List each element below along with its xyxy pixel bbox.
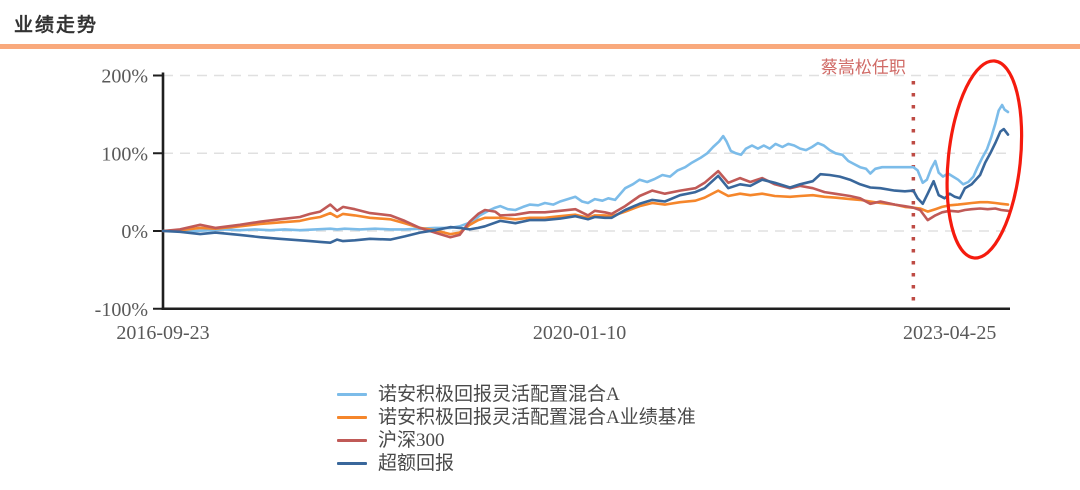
- page-title: 业绩走势: [14, 15, 99, 36]
- benchmark-line-swatch: [337, 416, 367, 419]
- chart-legend: 诺安积极回报灵活配置混合A 诺安积极回报灵活配置混合A业绩基准 沪深300 超额…: [337, 383, 1080, 475]
- performance-chart-area: 200% 100% 0% -100% 2016-09-23 2020-01-10 2023-…: [0, 49, 1080, 381]
- legend-item-csi300: 沪深300: [337, 429, 1080, 452]
- legend-label: 诺安积极回报灵活配置混合A: [378, 384, 620, 405]
- x-tick-label: 2016-09-23: [116, 322, 209, 344]
- x-tick-label: 2020-01-10: [533, 322, 626, 344]
- y-tick-label: 100%: [101, 143, 148, 165]
- series-line-1: [161, 189, 1010, 236]
- performance-line-chart: 200% 100% 0% -100%2016-09-23 2020-01-10 2023-…: [95, 58, 1024, 344]
- legend-item-excess-return: 超额回报: [337, 452, 1080, 475]
- legend-label: 诺安积极回报灵活配置混合A业绩基准: [378, 407, 696, 428]
- excess-return-line-swatch: [337, 462, 367, 465]
- legend-label: 沪深300: [378, 430, 445, 451]
- y-tick-label: 200%: [101, 66, 148, 88]
- series-line-0: [161, 103, 1010, 233]
- fund-line-swatch: [337, 393, 367, 396]
- legend-item-benchmark: 诺安积极回报灵活配置混合A业绩基准: [337, 406, 1080, 429]
- y-tick-label: -100%: [95, 299, 148, 321]
- page-header: 业绩走势: [0, 0, 1080, 37]
- series-line-2: [161, 169, 1010, 239]
- x-tick-label: 2023-04-25: [903, 322, 996, 344]
- title-underline: [0, 44, 1080, 49]
- legend-item-fund: 诺安积极回报灵活配置混合A: [337, 383, 1080, 406]
- series-line-3: [161, 127, 1010, 244]
- annotation-label: 蔡嵩松任职: [821, 58, 906, 77]
- legend-label: 超额回报: [378, 453, 455, 474]
- csi300-line-swatch: [337, 439, 367, 442]
- highlight-ellipse: [945, 59, 1024, 260]
- y-tick-label: 0%: [121, 221, 148, 243]
